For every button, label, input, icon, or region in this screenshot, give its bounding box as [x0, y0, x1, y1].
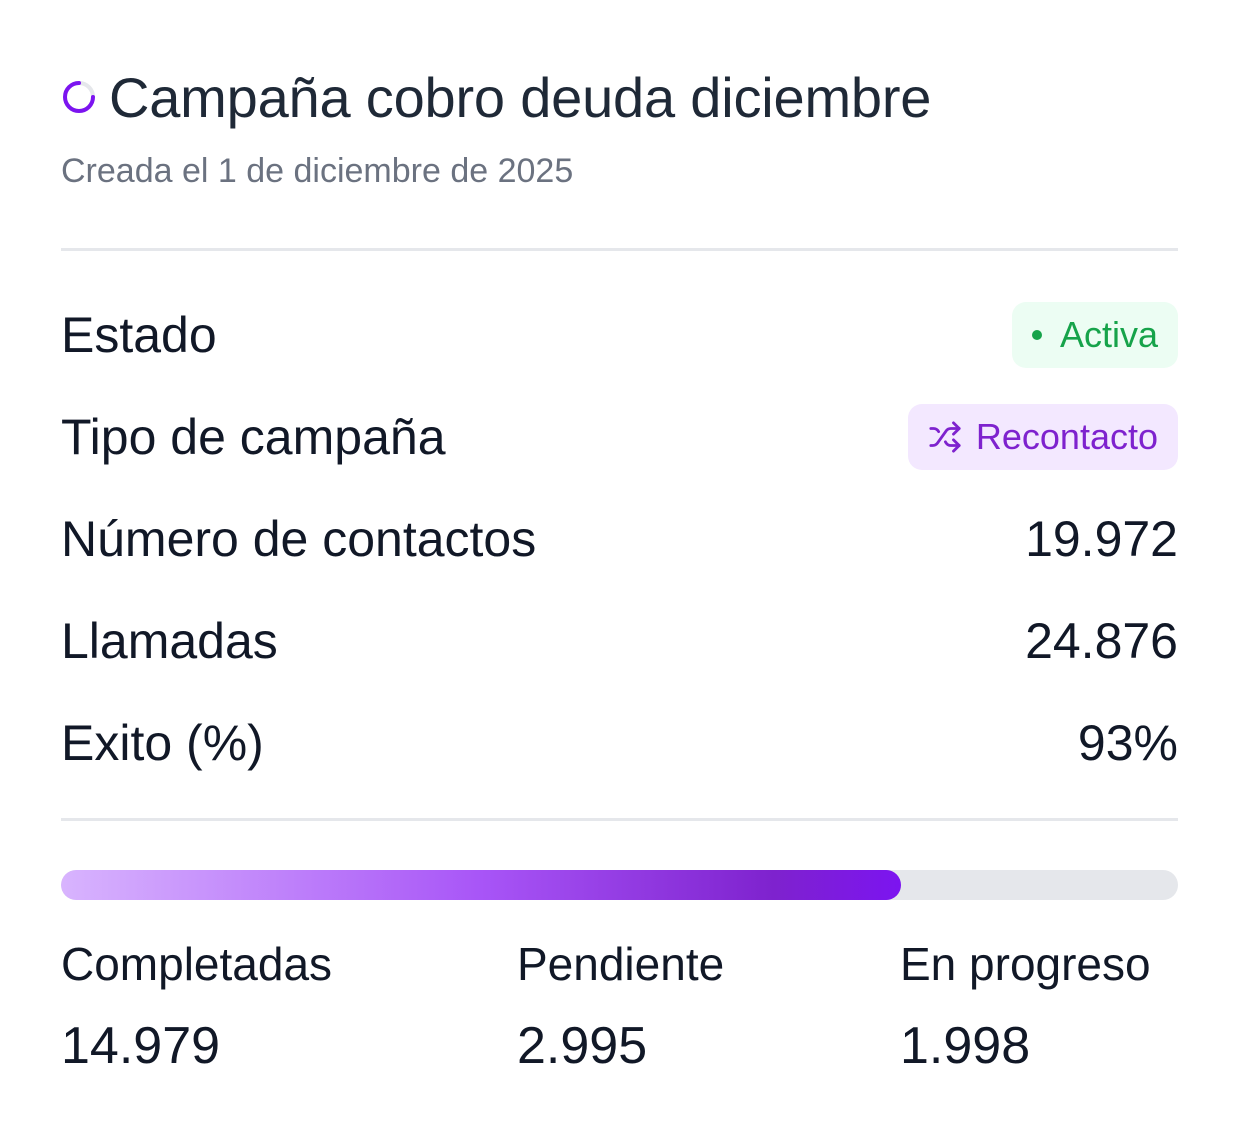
campaign-type-badge: Recontacto [907, 404, 1178, 470]
row-contacts: Número de contactos 19.972 [61, 504, 1178, 574]
status-badge: Activa [1011, 302, 1178, 368]
calls-value: 24.876 [1025, 613, 1178, 669]
stat-value: 14.979 [61, 1017, 221, 1075]
row-campaign-type: Tipo de campaña Recontacto [61, 402, 1178, 472]
stat-label: Completadas [61, 938, 333, 990]
shuffle-icon [929, 421, 961, 453]
page-title: Campaña cobro deuda diciembre [109, 65, 932, 129]
campaign-type-badge-text: Recontacto [975, 416, 1158, 457]
divider [61, 818, 1178, 821]
card-header: Campaña cobro deuda diciembre Creada el … [61, 62, 1178, 191]
stats-row: Completadas 14.979 Pendiente 2.995 En pr… [61, 930, 1178, 1090]
row-status: Estado Activa [61, 300, 1178, 370]
success-rate-label: Exito (%) [61, 715, 264, 771]
stat-label: Pendiente [517, 938, 725, 990]
stat-value: 1.998 [900, 1017, 1031, 1075]
progress-bar-fill [61, 870, 901, 900]
stat-pending: Pendiente 2.995 [517, 930, 724, 1080]
stat-in-progress: En progreso 1.998 [900, 930, 1151, 1080]
contacts-value: 19.972 [1025, 511, 1178, 567]
status-badge-text: Activa [1059, 314, 1158, 355]
contacts-label: Número de contactos [61, 511, 537, 567]
row-success-rate: Exito (%) 93% [61, 708, 1178, 778]
stat-value: 2.995 [517, 1017, 648, 1075]
success-rate-value: 93% [1077, 715, 1178, 771]
title-row: Campaña cobro deuda diciembre [61, 62, 1178, 132]
row-calls: Llamadas 24.876 [61, 606, 1178, 676]
stat-label: En progreso [900, 938, 1151, 990]
stat-completed: Completadas 14.979 [61, 930, 332, 1080]
created-date: Creada el 1 de diciembre de 2025 [61, 152, 574, 190]
status-dot-icon [1031, 330, 1042, 340]
status-label: Estado [61, 307, 217, 363]
spinner-icon [63, 81, 95, 113]
campaign-type-label: Tipo de campaña [61, 409, 446, 465]
progress-bar [61, 870, 1178, 900]
divider [61, 248, 1178, 251]
calls-label: Llamadas [61, 613, 278, 669]
